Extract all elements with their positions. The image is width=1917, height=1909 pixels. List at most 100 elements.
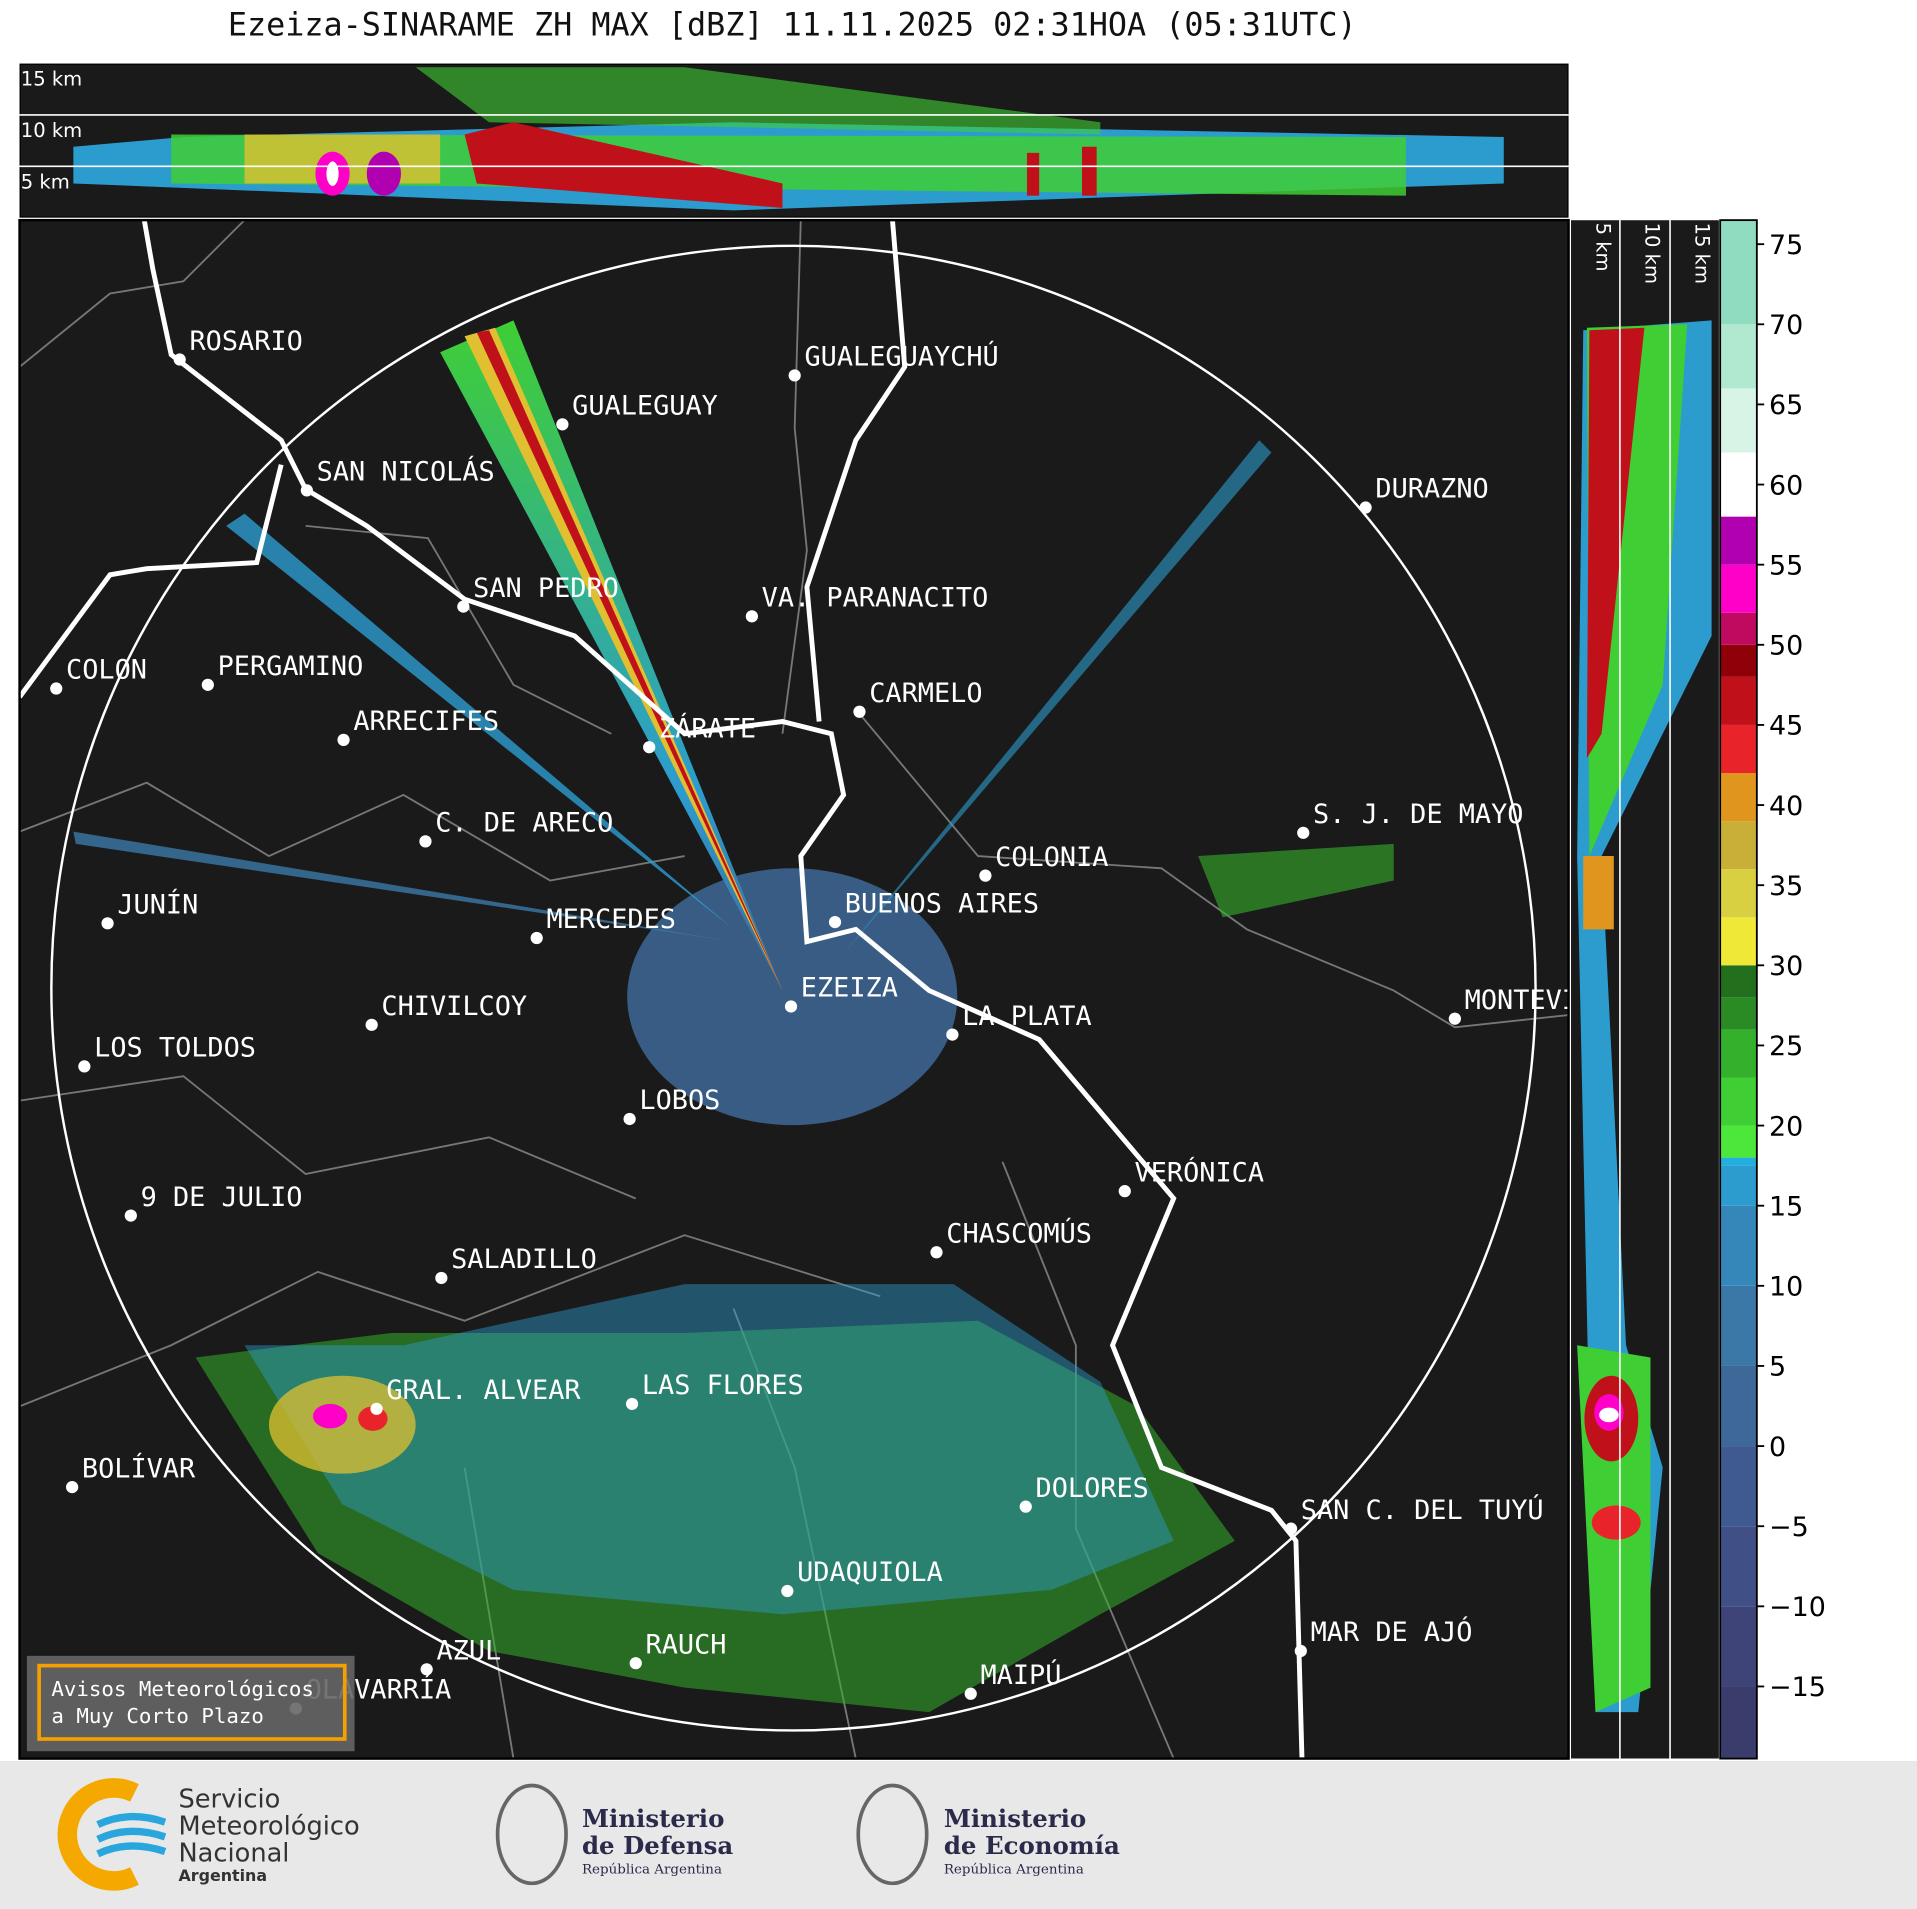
- footer: [0, 1761, 1917, 1909]
- colorbar-tick-label: 10: [1769, 1272, 1803, 1303]
- height-label: 15 km: [21, 68, 82, 91]
- city-label: CHIVILCOY: [381, 991, 527, 1022]
- city-dot: [78, 1060, 91, 1073]
- colorbar-segment: [1720, 1205, 1757, 1286]
- city-dot: [1284, 1522, 1298, 1535]
- city-label: LAS FLORES: [642, 1370, 804, 1401]
- city-label: SAN PEDRO: [473, 573, 619, 604]
- city-dot: [419, 835, 432, 848]
- city-label: SAN NICOLÁS: [317, 456, 495, 488]
- colorbar-segment: [1720, 1157, 1757, 1166]
- colorbar-tick-label: −5: [1769, 1512, 1809, 1543]
- colorbar-segment: [1720, 917, 1757, 966]
- cities: ROSARIO GUALEGUAYCHÚ GUALEGUAY SAN NICOLÁS D…: [50, 326, 1627, 1715]
- colorbar-tick-label: 5: [1769, 1352, 1786, 1383]
- city-dot: [365, 1018, 378, 1031]
- colorbar-tick-label: 20: [1769, 1111, 1803, 1142]
- city-label: COLON: [66, 655, 147, 686]
- city-label: ARRECIFES: [353, 706, 499, 737]
- colorbar-tick-label: 30: [1769, 951, 1803, 982]
- height-label: 10 km: [1641, 223, 1664, 284]
- colorbar-segment: [1720, 220, 1757, 325]
- colorbar-segment: [1720, 324, 1757, 389]
- colorbar-tick-label: 60: [1769, 470, 1803, 501]
- colorbar-segment: [1720, 1446, 1757, 1527]
- colorbar-segment: [1720, 1029, 1757, 1078]
- city-label: DOLORES: [1036, 1473, 1149, 1504]
- logo-smn: Servicio Meteorológico Nacional Argentin…: [57, 1778, 360, 1891]
- city-dot: [1448, 1012, 1461, 1025]
- colorbar-tick-label: 40: [1769, 791, 1803, 822]
- city-dot: [101, 917, 114, 930]
- city-dot: [788, 369, 801, 382]
- logo-text: de Defensa: [582, 1831, 733, 1860]
- city-label: ROSARIO: [189, 326, 302, 357]
- city-label: MERCEDES: [546, 904, 676, 935]
- city-label: MAR DE AJÓ: [1311, 1616, 1473, 1648]
- colorbar-tick-label: 65: [1769, 390, 1803, 421]
- city-dot: [625, 1397, 639, 1411]
- city-label: ZÁRATE: [659, 712, 756, 744]
- top-cross-section: [19, 63, 1569, 218]
- colorbar-tick-label: 50: [1769, 631, 1803, 662]
- city-dot: [66, 1480, 79, 1494]
- city-label: GUALEGUAYCHÚ: [804, 341, 998, 373]
- colorbar-segment: [1720, 1365, 1757, 1447]
- city-dot: [964, 1687, 977, 1700]
- logo-text: Argentina: [178, 1866, 267, 1885]
- city-dot: [201, 678, 214, 691]
- colorbar-tick-label: 55: [1769, 550, 1803, 581]
- city-label: DURAZNO: [1375, 474, 1488, 505]
- colorbar-segment: [1720, 564, 1757, 613]
- city-dot: [623, 1112, 636, 1126]
- city-dot: [1294, 1644, 1307, 1658]
- height-label: 15 km: [1691, 223, 1714, 284]
- colorbar-segment: [1720, 773, 1757, 822]
- city-label: CARMELO: [869, 678, 982, 709]
- logo-text: Servicio: [178, 1784, 280, 1814]
- colorbar-segment: [1720, 1526, 1757, 1607]
- city-label: BUENOS AIRES: [845, 888, 1039, 919]
- logo-economia: Ministerio de Economía República Argenti…: [856, 1783, 1120, 1886]
- map: ROSARIO GUALEGUAYCHÚ GUALEGUAY SAN NICOLÁS D…: [19, 220, 1627, 1759]
- city-label: S. J. DE MAYO: [1313, 799, 1523, 830]
- city-label: LA PLATA: [962, 1001, 1092, 1032]
- logo-text: República Argentina: [944, 1863, 1084, 1878]
- colorbar-segment: [1720, 1686, 1757, 1759]
- colorbar-segment: [1720, 1165, 1757, 1206]
- city-label: AZUL: [436, 1636, 501, 1667]
- colorbar-segment: [1720, 821, 1757, 870]
- city-label: MONTEVIDEO: [1465, 985, 1627, 1016]
- city-label: LOBOS: [639, 1085, 720, 1116]
- city-dot: [1297, 826, 1310, 839]
- city-dot: [370, 1402, 383, 1415]
- city-label: JUNÍN: [117, 889, 198, 921]
- logo-text: Nacional: [178, 1838, 289, 1868]
- colorbar-tick-label: 70: [1769, 310, 1803, 341]
- city-dot: [1019, 1500, 1032, 1513]
- title: Ezeiza-SINARAME ZH MAX [dBZ] 11.11.2025 …: [228, 6, 1357, 43]
- height-label: 5 km: [21, 170, 70, 193]
- colorbar-tick-label: 75: [1769, 230, 1803, 261]
- city-dot: [337, 733, 350, 746]
- colorbar-tick-label: −10: [1769, 1592, 1826, 1623]
- city-dot: [745, 610, 758, 623]
- city-label: VERÓNICA: [1135, 1156, 1265, 1188]
- colorbar-segment: [1720, 452, 1757, 517]
- city-label: CHASCOMÚS: [946, 1217, 1092, 1249]
- colorbar-segment: [1720, 724, 1757, 774]
- notice-text: a Muy Corto Plazo: [51, 1704, 264, 1728]
- colorbar-segment: [1720, 1606, 1757, 1687]
- height-label: 5 km: [1592, 223, 1615, 272]
- city-label: BOLÍVAR: [82, 1452, 196, 1484]
- city-dot: [1118, 1185, 1131, 1198]
- logo-text: República Argentina: [582, 1863, 722, 1878]
- colorbar-tick-label: 35: [1769, 871, 1803, 902]
- city-dot: [979, 869, 992, 882]
- city-label: RAUCH: [646, 1629, 727, 1660]
- city-label: COLONIA: [995, 842, 1108, 873]
- city-dot: [173, 353, 186, 366]
- city-dot: [643, 741, 656, 754]
- colorbar-segment: [1720, 644, 1757, 677]
